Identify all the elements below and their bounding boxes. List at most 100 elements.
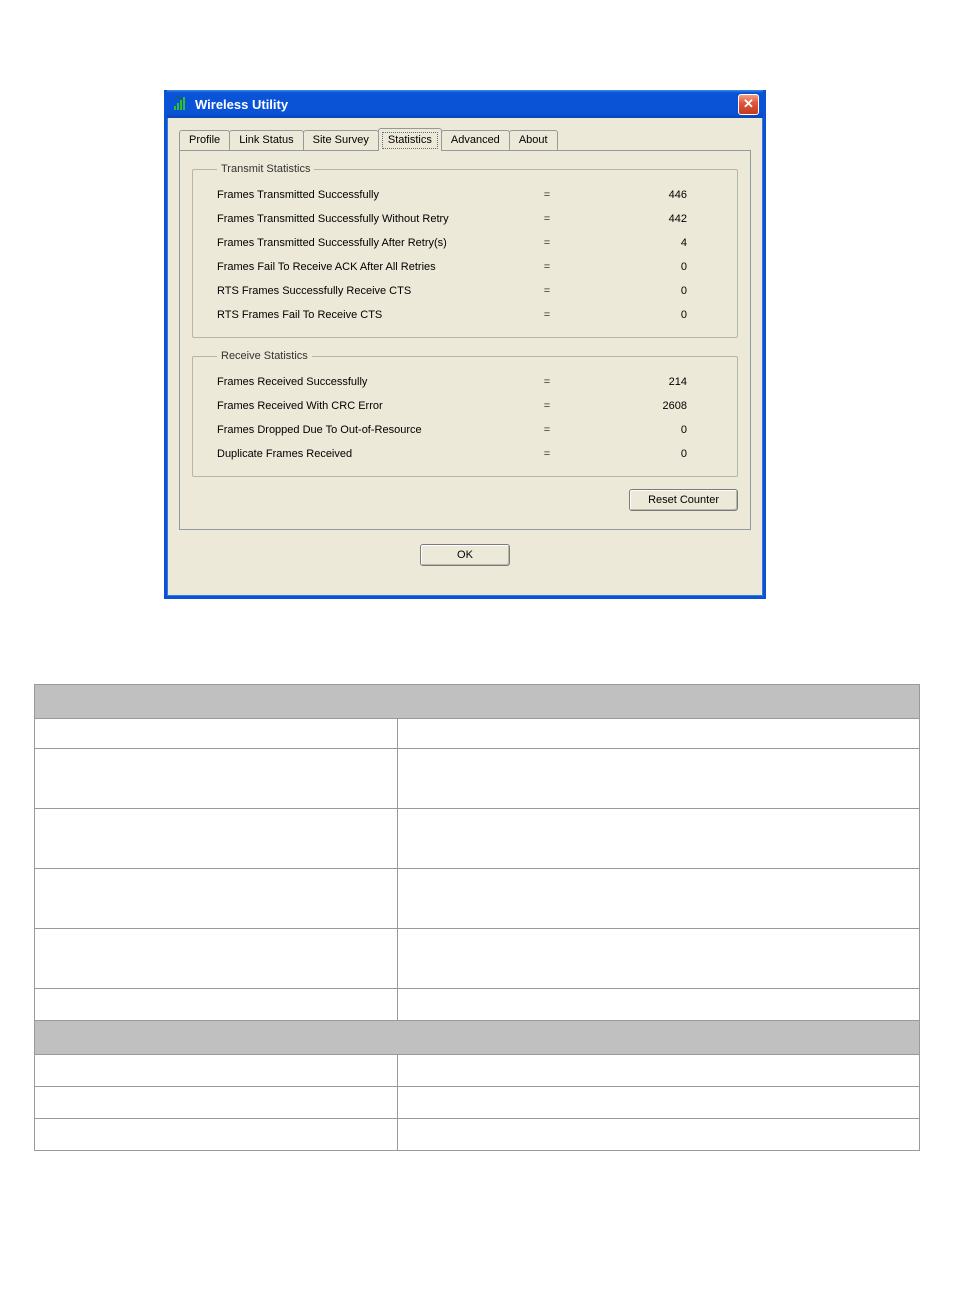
- desc-cell-left: [35, 1087, 398, 1119]
- ok-button-row: OK: [179, 544, 751, 566]
- stat-value: 0: [567, 309, 727, 321]
- desc-cell-right: [397, 719, 919, 749]
- desc-cell-left: [35, 749, 398, 809]
- equals-sign: =: [527, 189, 567, 201]
- group-legend: Transmit Statistics: [217, 163, 314, 175]
- button-label: OK: [457, 549, 473, 561]
- desc-cell-left: [35, 989, 398, 1021]
- desc-cell-left: [35, 869, 398, 929]
- transmit-statistics-group: Transmit Statistics Frames Transmitted S…: [192, 163, 738, 338]
- stat-value: 446: [567, 189, 727, 201]
- tab-advanced[interactable]: Advanced: [441, 130, 510, 150]
- wireless-utility-window: Wireless Utility ✕ Profile Link Status S…: [164, 90, 766, 599]
- tab-label: Profile: [189, 134, 220, 146]
- table-row: [35, 749, 920, 809]
- tab-about[interactable]: About: [509, 130, 558, 150]
- stat-row: Frames Received With CRC Error = 2608: [217, 394, 727, 418]
- button-label: Reset Counter: [648, 494, 719, 506]
- desc-cell-right: [397, 1055, 919, 1087]
- titlebar: Wireless Utility ✕: [167, 90, 763, 118]
- tab-profile[interactable]: Profile: [179, 130, 230, 150]
- close-button[interactable]: ✕: [738, 94, 759, 115]
- stat-row: Frames Received Successfully = 214: [217, 370, 727, 394]
- stat-value: 0: [567, 261, 727, 273]
- stat-label: Frames Transmitted Successfully Without …: [217, 213, 527, 225]
- stat-row: Frames Fail To Receive ACK After All Ret…: [217, 255, 727, 279]
- stat-value: 2608: [567, 400, 727, 412]
- desc-cell-right: [397, 809, 919, 869]
- receive-statistics-group: Receive Statistics Frames Received Succe…: [192, 350, 738, 477]
- stat-value: 214: [567, 376, 727, 388]
- ok-button[interactable]: OK: [420, 544, 510, 566]
- stat-value: 0: [567, 448, 727, 460]
- desc-cell-left: [35, 719, 398, 749]
- equals-sign: =: [527, 261, 567, 273]
- reset-button-row: Reset Counter: [192, 489, 738, 511]
- tab-label: Link Status: [239, 134, 293, 146]
- stat-label: RTS Frames Fail To Receive CTS: [217, 309, 527, 321]
- stat-label: RTS Frames Successfully Receive CTS: [217, 285, 527, 297]
- equals-sign: =: [527, 309, 567, 321]
- stat-row: Frames Transmitted Successfully Without …: [217, 207, 727, 231]
- table-row: [35, 1055, 920, 1087]
- table-row: [35, 1119, 920, 1151]
- equals-sign: =: [527, 400, 567, 412]
- equals-sign: =: [527, 424, 567, 436]
- tab-label: Site Survey: [313, 134, 369, 146]
- desc-cell-right: [397, 1119, 919, 1151]
- desc-cell-left: [35, 809, 398, 869]
- close-icon: ✕: [743, 96, 754, 111]
- tab-statistics[interactable]: Statistics: [378, 128, 442, 151]
- table-row: [35, 1087, 920, 1119]
- stat-label: Frames Transmitted Successfully: [217, 189, 527, 201]
- equals-sign: =: [527, 376, 567, 388]
- table-row: [35, 809, 920, 869]
- section-cell: [35, 685, 920, 719]
- equals-sign: =: [527, 285, 567, 297]
- table-row: [35, 929, 920, 989]
- stat-label: Frames Dropped Due To Out-of-Resource: [217, 424, 527, 436]
- desc-cell-left: [35, 1055, 398, 1087]
- wireless-icon: [173, 96, 189, 112]
- table-row: [35, 989, 920, 1021]
- desc-cell-right: [397, 1087, 919, 1119]
- table-section-row: [35, 685, 920, 719]
- stat-label: Frames Received Successfully: [217, 376, 527, 388]
- tab-link-status[interactable]: Link Status: [229, 130, 303, 150]
- stat-label: Frames Transmitted Successfully After Re…: [217, 237, 527, 249]
- stat-value: 4: [567, 237, 727, 249]
- stat-row: Frames Transmitted Successfully After Re…: [217, 231, 727, 255]
- table-row: [35, 719, 920, 749]
- stat-row: Frames Transmitted Successfully = 446: [217, 183, 727, 207]
- description-table: [34, 684, 920, 1151]
- equals-sign: =: [527, 448, 567, 460]
- equals-sign: =: [527, 237, 567, 249]
- table-row: [35, 869, 920, 929]
- description-table-wrap: [34, 684, 920, 1151]
- tabpanel-statistics: Transmit Statistics Frames Transmitted S…: [179, 150, 751, 530]
- section-cell: [35, 1021, 920, 1055]
- stat-label: Frames Fail To Receive ACK After All Ret…: [217, 261, 527, 273]
- stat-value: 0: [567, 285, 727, 297]
- desc-cell-left: [35, 1119, 398, 1151]
- desc-cell-right: [397, 869, 919, 929]
- equals-sign: =: [527, 213, 567, 225]
- stat-row: Frames Dropped Due To Out-of-Resource = …: [217, 418, 727, 442]
- desc-cell-right: [397, 749, 919, 809]
- tab-label: Statistics: [388, 134, 432, 146]
- desc-cell-right: [397, 929, 919, 989]
- group-legend: Receive Statistics: [217, 350, 312, 362]
- desc-cell-left: [35, 929, 398, 989]
- stat-row: RTS Frames Successfully Receive CTS = 0: [217, 279, 727, 303]
- desc-cell-right: [397, 989, 919, 1021]
- stat-label: Duplicate Frames Received: [217, 448, 527, 460]
- tab-label: Advanced: [451, 134, 500, 146]
- stat-value: 442: [567, 213, 727, 225]
- table-section-row: [35, 1021, 920, 1055]
- stat-value: 0: [567, 424, 727, 436]
- stat-label: Frames Received With CRC Error: [217, 400, 527, 412]
- tab-site-survey[interactable]: Site Survey: [303, 130, 379, 150]
- tabstrip: Profile Link Status Site Survey Statisti…: [179, 128, 751, 150]
- window-title: Wireless Utility: [195, 97, 738, 112]
- reset-counter-button[interactable]: Reset Counter: [629, 489, 738, 511]
